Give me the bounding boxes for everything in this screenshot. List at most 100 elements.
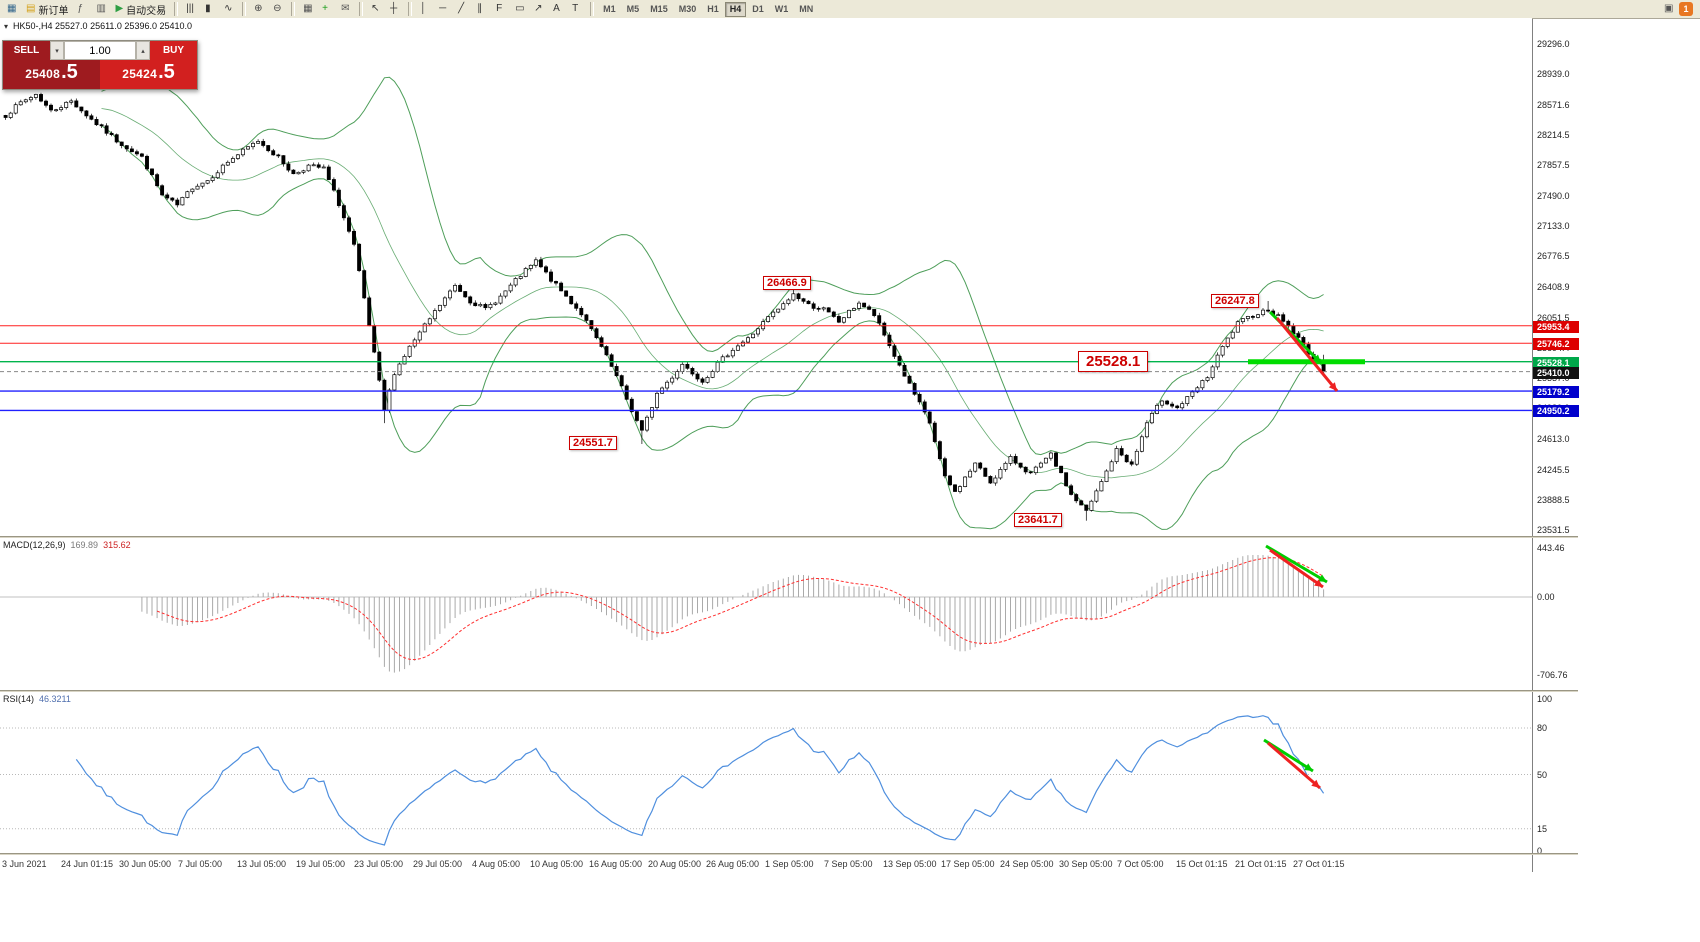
- bar-chart-icon[interactable]: |||: [182, 1, 200, 17]
- price-tick: 28571.6: [1537, 100, 1570, 110]
- volume-decrease-button[interactable]: ▾: [50, 41, 64, 60]
- candlestick-chart-icon: ▮: [205, 3, 211, 14]
- mail-icon[interactable]: ✉: [337, 1, 355, 17]
- market-watch-icon[interactable]: ▥: [92, 1, 110, 17]
- toolbar-separator: [174, 2, 179, 16]
- rsi-axis-tick: 15: [1537, 824, 1548, 834]
- macd-main-value: 169.89: [70, 540, 99, 550]
- macd-axis-tick: 443.46: [1537, 543, 1565, 553]
- sell-button[interactable]: SELL: [3, 41, 50, 60]
- price-level-badge: 24950.2: [1533, 405, 1579, 417]
- new-chart-icon: ▦: [7, 3, 17, 14]
- price-annotation-label[interactable]: 25528.1: [1078, 351, 1149, 372]
- timeframe-m5-button[interactable]: M5: [622, 2, 645, 17]
- time-label: 7 Oct 05:00: [1117, 859, 1164, 869]
- timeframe-w1-button[interactable]: W1: [770, 2, 794, 17]
- price-annotation-label[interactable]: 23641.7: [1014, 513, 1062, 527]
- one-click-collapse-icon[interactable]: ▾: [4, 21, 9, 31]
- volume-input[interactable]: [64, 41, 136, 60]
- macd-pane-canvas[interactable]: [0, 538, 1532, 690]
- rsi-pane-canvas[interactable]: [0, 692, 1532, 855]
- price-annotation-label[interactable]: 26247.8: [1211, 294, 1259, 308]
- toolbar-separator: [590, 2, 595, 16]
- auto-trading-button[interactable]: ▶ 自动交易: [111, 1, 170, 17]
- timeframe-m15-button[interactable]: M15: [645, 2, 673, 17]
- toolbar-separator: [408, 2, 413, 16]
- tile-windows-icon[interactable]: ▦: [299, 1, 317, 17]
- timeframe-mn-button[interactable]: MN: [794, 2, 818, 17]
- fibonacci-icon[interactable]: F: [492, 1, 510, 17]
- price-tick: 24245.5: [1537, 465, 1570, 475]
- shapes-icon[interactable]: ▭: [511, 1, 529, 17]
- price-annotation-label[interactable]: 26466.9: [763, 276, 811, 290]
- zoom-out-icon[interactable]: ⊖: [269, 1, 287, 17]
- price-tick: 26776.5: [1537, 251, 1570, 261]
- price-axis[interactable]: 29296.0 28939.0 28571.6 28214.5 27857.5 27490…: [1532, 19, 1579, 872]
- time-label: 3 Jun 2021: [2, 859, 47, 869]
- line-chart-icon[interactable]: ∿: [220, 1, 238, 17]
- price-tick: 26408.9: [1537, 282, 1570, 292]
- new-order-button-label: 新订单: [38, 5, 69, 17]
- vertical-line-icon[interactable]: │: [416, 1, 434, 17]
- volume-increase-button[interactable]: ▴: [136, 41, 150, 60]
- timeframe-m1-button[interactable]: M1: [598, 2, 621, 17]
- time-label: 29 Jul 05:00: [413, 859, 463, 869]
- timeframe-m30-button[interactable]: M30: [674, 2, 702, 17]
- chart-window[interactable]: ▾ HK50-,H4 25527.0 25611.0 25396.0 25410…: [0, 18, 1700, 942]
- price-chart-canvas[interactable]: [0, 18, 1532, 536]
- timeframe-h4-button[interactable]: H4: [724, 1, 747, 17]
- cursor-icon[interactable]: ↖: [367, 1, 385, 17]
- tile-windows-icon: ▦: [303, 3, 313, 14]
- price-tick: 24613.0: [1537, 434, 1570, 444]
- pane-splitter[interactable]: [0, 536, 1578, 538]
- new-order-button[interactable]: ▤ 新订单: [22, 1, 72, 17]
- macd-name: MACD(12,26,9): [3, 540, 66, 550]
- toolbar-separator: [291, 2, 296, 16]
- timeframe-d1-button[interactable]: D1: [747, 2, 769, 17]
- equidistant-channel-icon[interactable]: ∥: [473, 1, 491, 17]
- new-order-button: ▤: [26, 3, 36, 14]
- price-tick: 27857.5: [1537, 160, 1570, 170]
- time-label: 23 Jul 05:00: [354, 859, 404, 869]
- zoom-in-icon[interactable]: ⊕: [250, 1, 268, 17]
- fibonacci-icon: F: [496, 3, 503, 14]
- text-label-icon: T: [572, 3, 579, 14]
- price-level-badge: 25953.4: [1533, 321, 1579, 333]
- time-label: 4 Aug 05:00: [472, 859, 521, 869]
- auto-trading-button-label: 自动交易: [126, 5, 167, 17]
- market-watch-icon: ▥: [96, 3, 106, 14]
- horizontal-line-icon[interactable]: ─: [435, 1, 453, 17]
- text-label-icon[interactable]: T: [568, 1, 586, 17]
- add-indicator-icon[interactable]: +: [318, 1, 336, 17]
- macd-indicator-label: MACD(12,26,9) 169.89 315.62: [3, 540, 131, 550]
- price-level-badge: 25746.2: [1533, 338, 1579, 350]
- price-tick: 27490.0: [1537, 191, 1570, 201]
- time-label: 20 Aug 05:00: [648, 859, 702, 869]
- buy-price-main: 25424: [122, 67, 158, 81]
- text-icon[interactable]: A: [549, 1, 567, 17]
- time-label: 17 Sep 05:00: [941, 859, 995, 869]
- buy-price[interactable]: 25424.5: [100, 60, 197, 89]
- timeframe-h1-button[interactable]: H1: [702, 2, 724, 17]
- notification-badge[interactable]: 1: [1679, 2, 1693, 16]
- toolbar-separator: [242, 2, 247, 16]
- expert-advisors-icon[interactable]: ƒ: [73, 1, 91, 17]
- arrows-icon[interactable]: ↗: [530, 1, 548, 17]
- new-chart-icon[interactable]: ▦: [3, 1, 21, 17]
- pane-splitter[interactable]: [0, 690, 1578, 692]
- candlestick-chart-icon[interactable]: ▮: [201, 1, 219, 17]
- bar-chart-icon: |||: [186, 3, 194, 14]
- rsi-axis-tick: 100: [1537, 694, 1553, 704]
- crosshair-icon[interactable]: ┼: [386, 1, 404, 17]
- price-level-badge: 25179.2: [1533, 386, 1579, 398]
- price-annotation-label[interactable]: 24551.7: [569, 436, 617, 450]
- time-label: 19 Jul 05:00: [296, 859, 346, 869]
- price-tick: 29296.0: [1537, 39, 1570, 49]
- sell-price[interactable]: 25408.5: [3, 60, 100, 89]
- rsi-axis-tick: 0: [1537, 846, 1543, 856]
- trendline-icon[interactable]: ╱: [454, 1, 472, 17]
- buy-button[interactable]: BUY: [150, 41, 197, 60]
- time-label: 15 Oct 01:15: [1176, 859, 1228, 869]
- window-layout-icon[interactable]: ▣: [1660, 1, 1678, 17]
- time-axis[interactable]: 3 Jun 2021 24 Jun 01:15 30 Jun 05:00 7 Jul …: [0, 855, 1532, 872]
